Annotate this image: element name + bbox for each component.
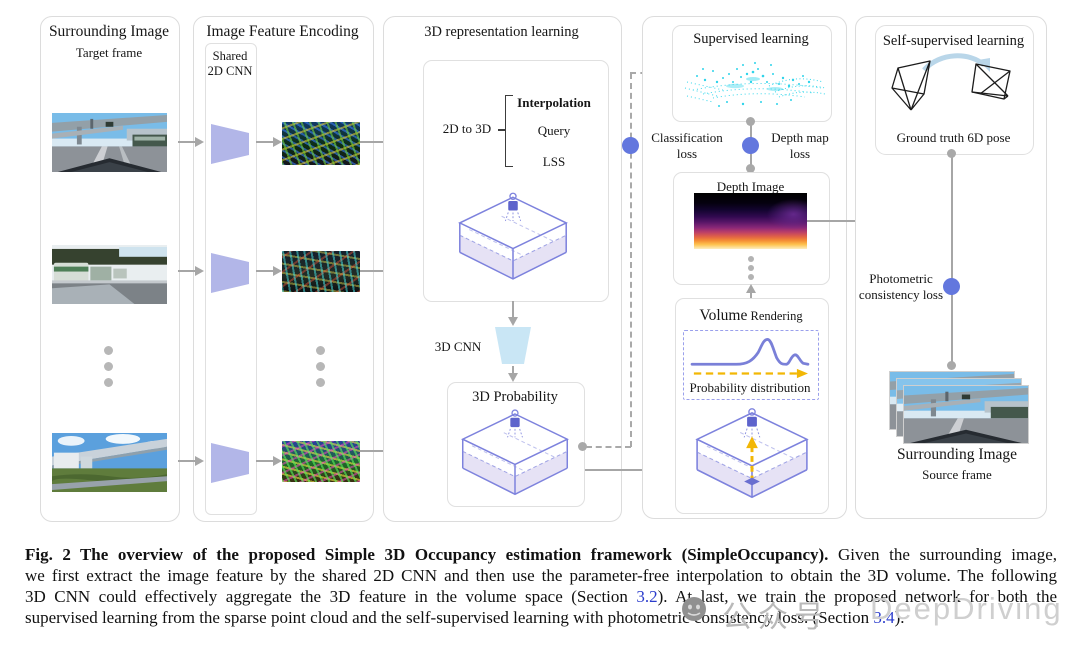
ground-truth-pose-label: Ground truth 6D pose [896, 130, 1011, 145]
cnn-trapezoid [211, 253, 249, 293]
probability-distribution-label: Probability distribution [689, 380, 811, 395]
point-cloud-image [684, 62, 826, 107]
feature-map-front [282, 122, 360, 165]
cnn-trapezoid [211, 124, 249, 164]
target-frame-label: Target frame [75, 45, 143, 60]
photometric-loss-label: Photometric consistency loss [858, 271, 944, 302]
classification-loss-node [622, 137, 639, 154]
photometric-loss-node [943, 278, 960, 295]
2d-to-3d-label: 2D to 3D [442, 121, 492, 136]
3d-probability-volume [461, 409, 569, 496]
3d-probability-title: 3D Probability [472, 389, 558, 405]
figure-number: Fig. 2 [25, 545, 71, 564]
watermark-name: DeepDriving [870, 591, 1063, 626]
caption-line-2: we first extract the image feature by th… [25, 566, 1057, 587]
connector [951, 153, 953, 366]
connector-dot [578, 442, 587, 451]
classification-loss-label: Classification loss [651, 130, 723, 161]
panel-title: Surrounding Image [48, 23, 170, 40]
caption-text: Given the surrounding image, [828, 545, 1058, 564]
connector-dot [746, 164, 755, 173]
bracket-tick [498, 129, 506, 131]
camera-image-side [52, 245, 167, 304]
caption-line-3: 3D CNN could effectively aggregate the 3… [25, 587, 1057, 608]
3d-volume [459, 192, 567, 280]
feature-map-rear [282, 441, 360, 482]
caption-text: ). At last, we train the proposed networ… [657, 587, 1057, 606]
section-link-3-4[interactable]: 3.4 [873, 608, 895, 627]
panel-title: 3D representation learning [424, 24, 579, 40]
camera-image-front [52, 113, 167, 172]
connector-dot [947, 361, 956, 370]
panel-title: Image Feature Encoding [206, 23, 359, 40]
arrow-img-to-cnn [178, 141, 196, 143]
self-supervised-title: Self-supervised learning [882, 33, 1025, 49]
arrow-img-to-cnn [178, 460, 196, 462]
option-interpolation: Interpolation [517, 95, 591, 110]
supervised-learning-box: Supervised learning [672, 25, 832, 122]
cnn-trapezoid [211, 443, 249, 483]
shared-cnn-label: Shared 2D CNN [207, 49, 253, 79]
caption-text: ). [894, 608, 905, 627]
source-frame-label: Source frame [922, 467, 992, 482]
caption-line-4: supervised learning from the sparse poin… [25, 608, 1057, 629]
source-image-front [904, 386, 1028, 443]
option-lss: LSS [542, 154, 566, 169]
connector-dot [947, 149, 956, 158]
camera-frustums [891, 53, 1011, 111]
caption-text: we first extract the image feature by th… [25, 566, 1057, 585]
camera-image-rear [52, 433, 167, 492]
feature-map-side [282, 251, 360, 292]
arrow-cnn-to-feature [256, 141, 274, 143]
volume-rendering-title: Volume Rendering [699, 307, 803, 324]
arrow-img-to-cnn [178, 270, 196, 272]
depth-image-title: Depth Image [716, 179, 785, 194]
depth-map-loss-label: Depth map loss [771, 130, 829, 161]
arrow-3dcnn-to-probability [512, 366, 514, 374]
caption-bold-title: The overview of the proposed Simple 3D O… [79, 545, 829, 564]
connector-dot [746, 117, 755, 126]
surrounding-image-label: Surrounding Image [896, 446, 1018, 463]
dashdot-connector [630, 73, 632, 447]
dashdot-connector [586, 446, 631, 448]
connector [360, 450, 397, 452]
probability-distribution-curve [690, 338, 810, 379]
arrow-cnn-to-feature [256, 270, 274, 272]
arrow-volume-to-3dcnn [512, 301, 514, 318]
connector [360, 141, 397, 143]
bracket [505, 95, 513, 167]
depth-map-image [694, 193, 807, 249]
arrow-probability-to-rendering [585, 469, 665, 471]
depth-map-loss-node [742, 137, 759, 154]
rendering-volume [690, 407, 814, 507]
watermark-platform: 公众号 [722, 601, 830, 634]
arrow-rendering-to-depth [750, 292, 752, 300]
option-query: Query [537, 123, 571, 138]
caption-line-1: Fig. 2 The overview of the proposed Simpl… [25, 545, 1057, 566]
caption-text: supervised learning from the sparse poin… [25, 608, 874, 627]
3d-cnn-label: 3D CNN [434, 339, 482, 354]
watermark-logo-icon [681, 596, 707, 622]
section-link-3-2[interactable]: 3.2 [636, 587, 658, 606]
3d-cnn-trapezoid [495, 327, 531, 364]
arrow-cnn-to-feature [256, 460, 274, 462]
supervised-title: Supervised learning [693, 31, 809, 47]
caption-text: 3D CNN could effectively aggregate the 3… [25, 587, 637, 606]
